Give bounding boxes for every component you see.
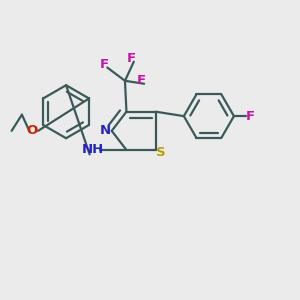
Text: F: F (126, 52, 135, 65)
Text: S: S (156, 146, 166, 159)
Text: F: F (100, 58, 109, 71)
Text: F: F (136, 74, 146, 87)
Text: NH: NH (82, 143, 104, 157)
Text: N: N (100, 124, 111, 137)
Text: O: O (27, 124, 38, 137)
Text: F: F (245, 110, 255, 123)
